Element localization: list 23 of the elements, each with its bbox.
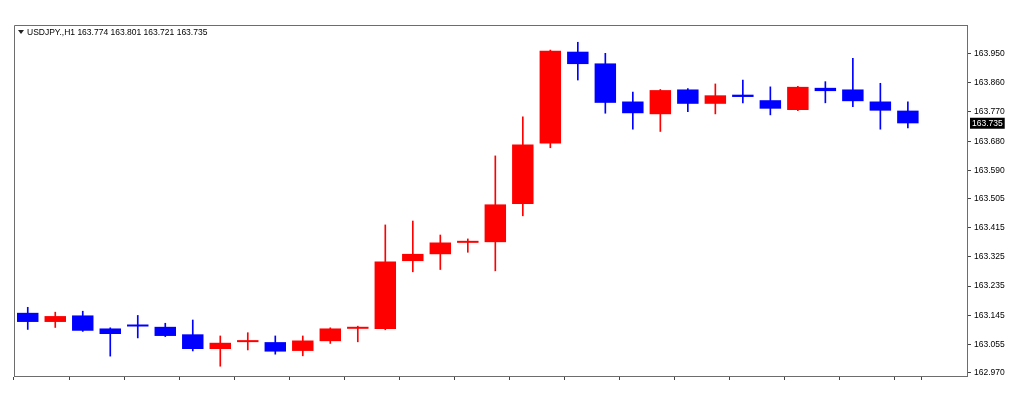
y-tick-label: 162.970 <box>974 366 1005 377</box>
candlestick <box>402 220 424 273</box>
candlestick <box>842 57 864 108</box>
y-tick-label: 163.680 <box>974 135 1005 146</box>
y-tick-label: 163.770 <box>974 106 1005 117</box>
candlestick <box>99 327 121 357</box>
y-tick-label: 163.415 <box>974 221 1005 232</box>
candlestick <box>127 315 149 339</box>
y-tick-label: 163.860 <box>974 76 1005 87</box>
candlestick <box>457 238 479 253</box>
chart-title: USDJPY.,H1 163.774 163.801 163.721 163.735 <box>27 27 208 37</box>
candlestick <box>237 332 259 351</box>
text: 163.735 <box>972 118 1003 129</box>
y-tick-label: 163.055 <box>974 339 1005 350</box>
y-tick-label: 163.145 <box>974 309 1005 320</box>
candlestick <box>347 325 369 343</box>
y-tick-label: 163.235 <box>974 280 1005 291</box>
candlestick <box>732 79 754 104</box>
candlestick <box>209 335 231 367</box>
y-tick-label: 163.505 <box>974 192 1005 203</box>
y-tick-label: 163.590 <box>974 164 1005 175</box>
y-tick-label: 163.950 <box>974 47 1005 58</box>
y-tick-label: 163.325 <box>974 251 1005 262</box>
